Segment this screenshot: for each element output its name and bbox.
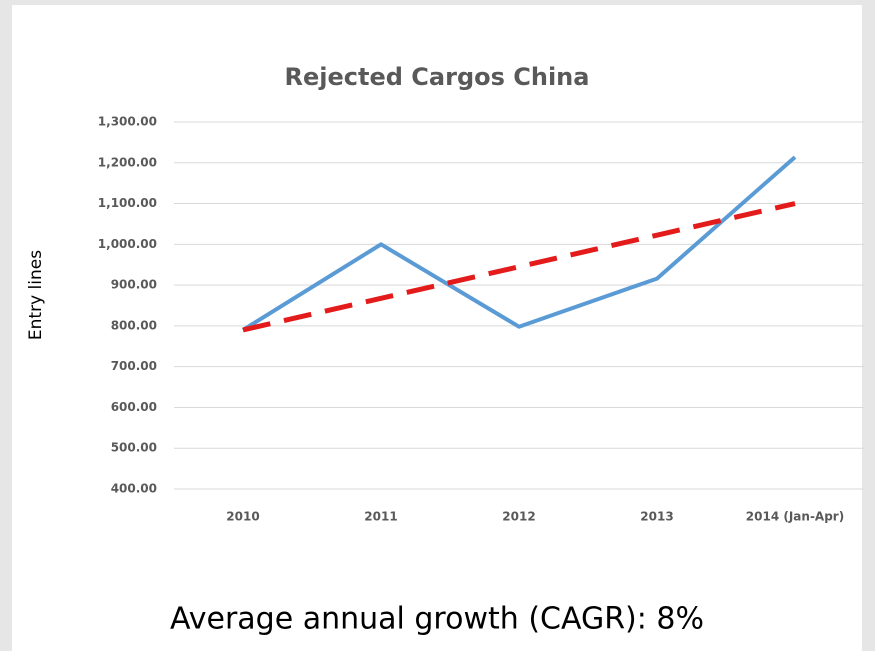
y-tick-label: 1,000.00 [98,237,157,251]
annotation: Average annual growth (CAGR): 8% [170,602,704,637]
x-tick-label: 2014 (Jan-Apr) [746,510,844,524]
panel [12,5,862,651]
y-tick-label: 600.00 [111,400,157,414]
y-tick-label: 1,300.00 [98,115,157,129]
y-axis-label: Entry lines [26,250,46,340]
y-tick-label: 800.00 [111,318,157,332]
y-tick-label: 1,100.00 [98,196,157,210]
trend-line [242,201,796,333]
x-tick-label: 2010 [226,510,259,524]
y-tick-label: 500.00 [111,441,157,455]
x-tick-label: 2013 [640,510,673,524]
y-tick-label: 900.00 [111,278,157,292]
chart-title: Rejected Cargos China [285,63,590,91]
data-line [241,155,797,332]
y-tick-label: 400.00 [111,482,157,496]
x-tick-label: 2011 [364,510,397,524]
y-tick-label: 700.00 [111,359,157,373]
y-tick-label: 1,200.00 [98,155,157,169]
x-tick-label: 2012 [502,510,535,524]
